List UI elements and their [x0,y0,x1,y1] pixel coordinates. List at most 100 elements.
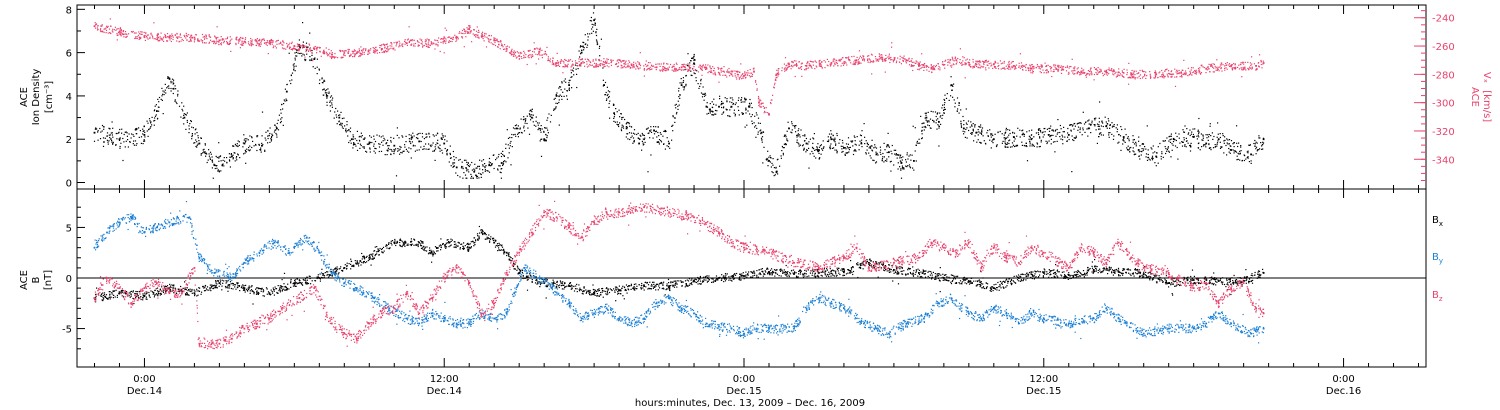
sample-mark-series [1240,150,1242,152]
sample-mark-series [1182,141,1184,143]
sample-mark-series [119,27,122,29]
sample-mark-series [772,172,774,174]
sample-mark-series [221,163,223,166]
sample-mark-series [385,48,388,50]
sample-mark-series [387,139,389,141]
data-point-series [568,84,570,86]
sample-mark-series [425,40,427,42]
sample-mark-series [761,136,764,138]
sample-mark-series [736,71,738,73]
sample-mark-series [215,42,218,44]
sample-mark-series [579,65,581,67]
sample-mark-series [258,45,260,47]
sample-mark-series [1129,147,1131,149]
sample-mark-series [180,36,182,39]
sample-mark-series [116,39,118,41]
sample-mark-series [618,62,620,64]
sample-mark-series [1081,134,1083,136]
sample-mark-series [664,67,666,69]
sample-mark-series [685,64,687,66]
sample-mark-series [270,139,273,141]
sample-mark-series [108,134,110,136]
sample-mark-series [363,53,365,55]
sample-mark-series [908,58,910,60]
sample-mark-series [846,152,848,154]
sample-mark-series [854,63,856,66]
sample-mark-series [793,64,795,67]
sample-mark-series [319,47,321,49]
sample-mark-series [851,56,853,58]
sample-mark-series [232,145,234,147]
sample-mark-series [1012,144,1015,146]
sample-mark-series [1244,155,1246,157]
sample-mark-series [124,146,126,148]
sample-mark-series [365,50,367,52]
sample-mark-series [333,56,335,58]
sample-mark-series [1013,145,1016,148]
sample-mark-series [948,61,950,63]
sample-mark-series [339,124,341,126]
sample-mark-series [776,72,778,74]
sample-mark-series [882,152,884,155]
sample-mark-series [1111,126,1113,128]
sample-mark-series [763,107,766,109]
sample-mark-series [960,126,963,128]
sample-mark-series [267,53,269,55]
sample-mark-series [760,106,762,108]
sample-mark-series [557,64,560,66]
sample-mark-series [712,73,714,75]
sample-mark-series [974,135,976,137]
sample-mark-series [334,56,336,58]
sample-mark-series [983,61,986,63]
sample-mark-series [657,131,659,134]
sample-mark-series [882,156,884,158]
sample-mark-series [1122,143,1124,145]
sample-mark-series [132,143,134,145]
sample-mark-series [633,139,635,142]
sample-mark-series [863,58,865,60]
sample-mark-series [794,127,796,129]
sample-mark-series [538,58,540,60]
sample-mark-series [1057,119,1059,121]
sample-mark-series [299,44,301,46]
sample-mark-series [529,115,531,117]
sample-mark-series [1135,153,1137,155]
sample-mark-series [917,68,919,70]
sample-mark-series [742,77,744,79]
sample-mark-series [434,159,436,161]
sample-mark-series [254,39,257,41]
sample-mark-series [252,140,254,142]
sample-mark-series [1247,157,1249,159]
sample-mark-series [732,103,734,105]
sample-mark-series [816,147,818,149]
sample-mark-series [975,65,978,68]
sample-mark-series [191,135,193,138]
sample-mark-series [360,144,362,147]
sample-mark-series [932,68,934,70]
sample-mark-series [417,44,419,46]
sample-mark-series [155,104,157,106]
sample-mark-series [136,36,138,38]
sample-mark-series [125,36,127,38]
sample-mark-series [626,126,628,128]
sample-mark-series [406,150,408,152]
sample-mark-series [234,160,236,162]
sample-mark-series [386,149,388,151]
sample-mark-series [834,63,836,65]
sample-mark-series [830,133,833,135]
sample-mark-series [653,126,655,128]
sample-mark-series [1000,63,1002,65]
sample-mark-series [99,127,101,130]
sample-mark-series [1132,139,1134,141]
sample-mark-series [177,37,179,39]
sample-mark-series [195,145,197,148]
sample-mark-series [701,69,703,71]
sample-mark-series [936,128,938,130]
sample-mark-series [687,63,689,65]
sample-mark-series [925,114,927,116]
sample-mark-series [1209,125,1211,127]
sample-mark-series [1025,64,1027,66]
sample-mark-series [1056,140,1058,142]
sample-mark-series [1138,136,1140,138]
sample-mark-series [886,160,888,162]
